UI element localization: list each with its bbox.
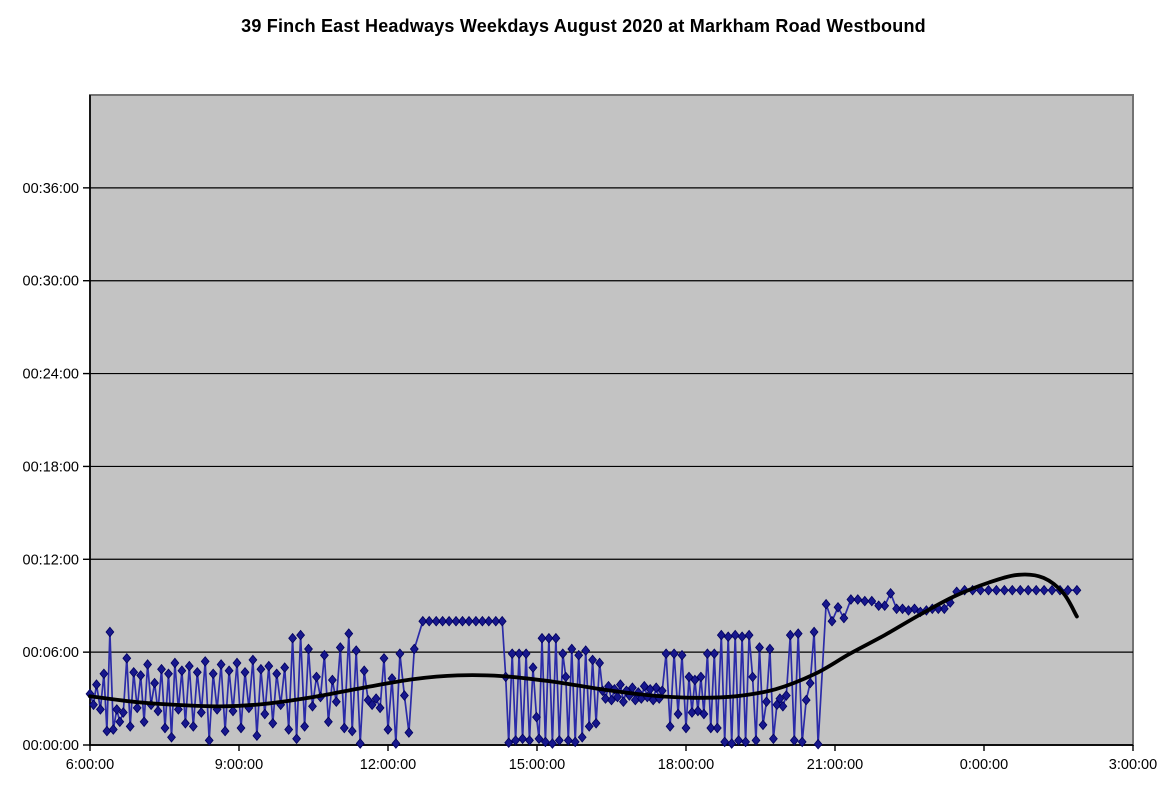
x-axis-tick-label: 9:00:00 <box>215 757 263 773</box>
headway-series-line <box>89 589 1077 745</box>
y-axis-tick-label: 00:24:00 <box>23 367 79 383</box>
plot-area <box>89 94 1134 746</box>
x-axis-tick-label: 15:00:00 <box>509 757 565 773</box>
y-axis-tick-label: 00:06:00 <box>23 645 79 661</box>
x-axis-tick-label: 12:00:00 <box>360 757 416 773</box>
trend-line <box>88 572 1079 709</box>
x-axis-tick-label: 6:00:00 <box>66 757 114 773</box>
x-axis-tick-label: 0:00:00 <box>960 757 1008 773</box>
y-axis-tick-label: 00:00:00 <box>23 738 79 754</box>
y-axis-tick-label: 00:36:00 <box>23 181 79 197</box>
x-axis-tick-label: 3:00:00 <box>1109 757 1157 773</box>
y-axis-tick-label: 00:18:00 <box>23 459 79 475</box>
x-axis-tick-label: 21:00:00 <box>807 757 863 773</box>
headway-series-markers <box>85 584 1082 750</box>
y-axis-tick-label: 00:30:00 <box>23 274 79 290</box>
chart-title: 39 Finch East Headways Weekdays August 2… <box>241 16 926 36</box>
y-axis-tick-label: 00:12:00 <box>23 552 79 568</box>
x-axis-tick-label: 18:00:00 <box>658 757 714 773</box>
